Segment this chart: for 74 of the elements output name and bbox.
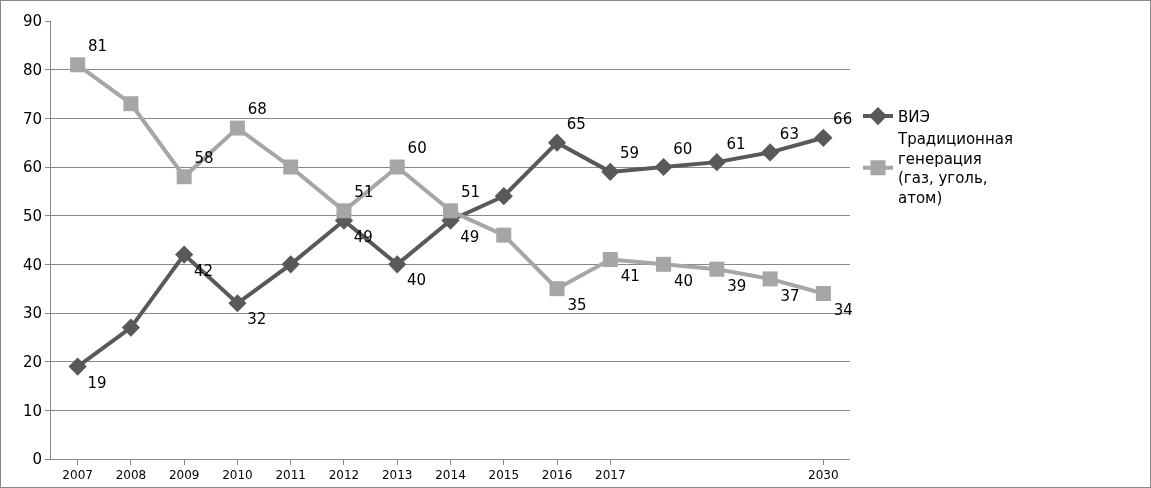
- x-tick-label: 2014: [435, 468, 466, 483]
- data-label: 68: [247, 99, 267, 118]
- y-tick-label: 80: [22, 60, 42, 79]
- point: [602, 251, 618, 267]
- point: [388, 255, 407, 274]
- x-tick-label: 2009: [168, 468, 200, 483]
- legend-label: ВИЭ: [897, 107, 930, 126]
- point: [121, 318, 140, 337]
- point: [494, 187, 513, 206]
- x-tick-label: 2011: [275, 468, 306, 483]
- x-tick-label: 2007: [62, 468, 93, 483]
- point: [656, 256, 672, 272]
- data-label: 34: [833, 301, 853, 320]
- x-tick-label: 2008: [115, 468, 147, 483]
- point: [175, 245, 194, 264]
- point: [814, 128, 833, 147]
- data-label: 60: [673, 139, 693, 158]
- x-tick-label: 2012: [328, 468, 360, 483]
- data-label: 66: [833, 110, 853, 129]
- data-label: 51: [354, 182, 374, 201]
- data-label: 65: [566, 115, 586, 134]
- y-tick-label: 20: [22, 352, 42, 371]
- point: [281, 255, 300, 274]
- y-tick-label: 90: [22, 12, 42, 31]
- x-tick-label: 2030: [808, 468, 839, 483]
- x-tick-label: 2010: [222, 468, 253, 483]
- point: [70, 57, 86, 73]
- point: [336, 203, 352, 219]
- point: [547, 133, 567, 152]
- point: [654, 157, 673, 177]
- point: [229, 120, 245, 136]
- data-label: 40: [673, 271, 694, 290]
- data-label: 37: [780, 286, 800, 305]
- y-tick-label: 60: [22, 158, 42, 177]
- data-label: 81: [88, 36, 108, 55]
- y-tick-label: 30: [22, 304, 42, 323]
- point: [283, 159, 299, 175]
- data-label: 32: [247, 310, 267, 329]
- data-label: 41: [620, 267, 640, 286]
- data-label: 35: [567, 296, 587, 315]
- data-label: 49: [460, 227, 480, 246]
- legend-label: Традиционная генерация (газ, уголь, атом): [896, 130, 1013, 207]
- data-label: 59: [620, 144, 640, 163]
- data-label: 61: [726, 134, 746, 153]
- x-tick-label: 2015: [488, 468, 520, 483]
- y-tick-label: 50: [22, 206, 42, 225]
- data-label: 63: [779, 124, 799, 143]
- x-tick-label: 2017: [595, 468, 626, 483]
- y-tick-label: 40: [22, 255, 42, 274]
- data-label: 19: [87, 373, 107, 392]
- x-tick-label: 2016: [541, 468, 573, 483]
- point: [762, 271, 778, 287]
- point: [707, 153, 726, 172]
- point: [709, 261, 725, 277]
- data-label: 40: [406, 271, 427, 290]
- point: [601, 162, 620, 181]
- y-tick-label: 70: [22, 109, 42, 128]
- point: [496, 227, 512, 243]
- data-label: 39: [727, 276, 747, 295]
- point: [68, 357, 87, 376]
- point: [549, 281, 565, 297]
- point: [228, 294, 247, 313]
- y-tick-label: 0: [32, 450, 42, 469]
- data-label: 51: [460, 182, 480, 201]
- point: [123, 96, 139, 112]
- y-tick-label: 10: [22, 401, 42, 420]
- point: [443, 203, 458, 219]
- point: [389, 159, 405, 175]
- data-label: 60: [407, 138, 427, 157]
- x-tick-label: 2013: [381, 468, 413, 483]
- point: [761, 143, 780, 162]
- point: [815, 286, 831, 302]
- data-label: 58: [194, 148, 214, 167]
- point: [176, 169, 192, 185]
